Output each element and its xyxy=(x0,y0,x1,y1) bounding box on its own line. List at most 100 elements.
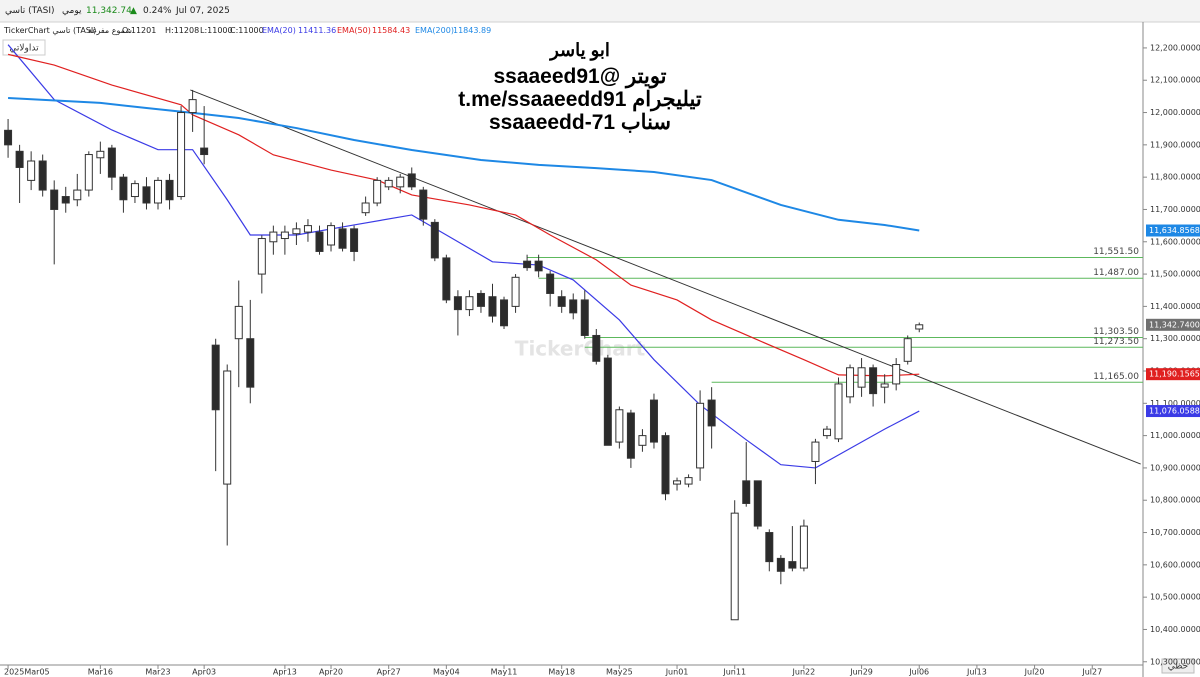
footer-box[interactable] xyxy=(1161,658,1195,674)
y-tick-label: 12,000.0000 xyxy=(1150,108,1200,117)
candle-body xyxy=(4,129,13,146)
candle-body xyxy=(15,150,24,168)
ema-line xyxy=(7,53,920,377)
x-tick-label: Jul13 xyxy=(966,668,987,677)
ema-price-label-box xyxy=(1146,224,1200,237)
candle-body xyxy=(776,557,785,572)
candle-body xyxy=(869,367,878,395)
candle-body xyxy=(730,512,739,621)
x-tick-label: May25 xyxy=(606,668,633,677)
footer[interactable]: خطي xyxy=(1168,662,1188,672)
candle-body xyxy=(61,196,70,204)
candle-body xyxy=(442,257,451,301)
y-tick-label: 11,100.0000 xyxy=(1150,399,1200,408)
y-tick-label: 11,600.0000 xyxy=(1150,237,1200,246)
y-tick-label: 11,900.0000 xyxy=(1150,140,1200,149)
x-tick-label: Jun29 xyxy=(849,668,873,677)
x-tick-label: Jul27 xyxy=(1081,668,1102,677)
candle-body xyxy=(38,160,47,191)
trendline xyxy=(190,89,1141,465)
candle-body xyxy=(511,276,520,307)
candle-body xyxy=(223,370,232,485)
annotation-line: تويتر @ssaaeed91 xyxy=(493,65,667,88)
y-tick-label: 11,500.0000 xyxy=(1150,270,1200,279)
candle-body xyxy=(234,305,243,340)
candle-body xyxy=(846,367,855,398)
candle-body xyxy=(303,225,312,233)
level-label: 11,303.50 xyxy=(1093,327,1139,337)
ema20-value: 11411.36 xyxy=(298,26,337,35)
period: يومي xyxy=(62,6,82,16)
candle-body xyxy=(177,112,186,198)
price: 11,342.74 xyxy=(86,6,132,16)
candle-body xyxy=(119,176,128,201)
candle-body xyxy=(338,228,347,249)
y-tick-label: 10,800.0000 xyxy=(1150,496,1200,505)
candle-body xyxy=(200,147,209,156)
watermark: TickerChart xyxy=(515,337,646,361)
candle-body xyxy=(523,260,532,269)
y-tick-label: 10,400.0000 xyxy=(1150,625,1200,634)
last-price-label: 11,342.7400 xyxy=(1149,320,1200,329)
tab[interactable]: تداولاتي xyxy=(9,44,39,54)
level-label: 11,273.50 xyxy=(1093,337,1139,347)
candle-body xyxy=(430,221,439,259)
candle-body xyxy=(292,228,301,235)
x-tick-label: Apr13 xyxy=(273,668,297,677)
candle-body xyxy=(130,183,139,198)
candle-body xyxy=(638,435,647,446)
y-tick-label: 11,000.0000 xyxy=(1150,431,1200,440)
candle-body xyxy=(707,399,716,427)
annotation-line: سناب ssaaeedd-71 xyxy=(488,111,672,134)
ema200-name: EMA(200) xyxy=(415,26,454,35)
y-tick-label: 10,500.0000 xyxy=(1150,593,1200,602)
close: C:11000 xyxy=(230,26,264,35)
candle-body xyxy=(246,338,255,388)
candle-body xyxy=(557,296,566,307)
candle-body xyxy=(892,364,901,385)
candle-body xyxy=(96,150,105,159)
candle-body xyxy=(649,399,658,443)
candle-body xyxy=(165,179,174,201)
candle-body xyxy=(822,428,831,437)
candle-body xyxy=(684,477,693,485)
candle-body xyxy=(615,409,624,443)
symbol: تاسي (TASI) xyxy=(5,6,55,16)
up-arrow: ▲ xyxy=(130,6,137,16)
candle-body xyxy=(476,292,485,307)
y-tick-label: 11,800.0000 xyxy=(1150,173,1200,182)
candle-body xyxy=(50,189,59,210)
candle-body xyxy=(407,173,416,188)
candle-body xyxy=(269,231,278,243)
x-tick-label: 2025Mar05 xyxy=(4,668,50,677)
ema-price-label-box xyxy=(1146,405,1200,418)
candle-body xyxy=(592,334,601,362)
level-label: 11,165.00 xyxy=(1093,372,1139,382)
low: L:11000 xyxy=(200,26,233,35)
last-price-label-box xyxy=(1146,318,1200,331)
candle-body xyxy=(811,441,820,462)
level-label: 11,487.00 xyxy=(1093,268,1139,278)
candle-body xyxy=(257,238,266,275)
ema50-value: 11584.43 xyxy=(372,26,411,35)
change: 0.24% xyxy=(143,6,172,16)
candle-body xyxy=(580,299,589,336)
candle-body xyxy=(753,480,762,527)
x-tick-label: Jun11 xyxy=(722,668,746,677)
candle-body xyxy=(915,324,924,330)
candle-body xyxy=(488,296,497,317)
ema-price-label: 11,634.8568 xyxy=(1149,226,1200,235)
x-tick-label: Mar23 xyxy=(145,668,170,677)
ema200-value: 11843.89 xyxy=(453,26,492,35)
candle-body xyxy=(546,273,555,294)
ema-price-label: 11,190.1565 xyxy=(1149,370,1200,379)
ema50-name: EMA(50) xyxy=(337,26,371,35)
high: H:11208 xyxy=(165,26,200,35)
candle-body xyxy=(569,299,578,314)
x-tick-label: May18 xyxy=(548,668,575,677)
candle-body xyxy=(788,561,797,569)
candle-body xyxy=(315,231,324,252)
candle-body xyxy=(350,228,359,252)
x-tick-label: Jul06 xyxy=(908,668,929,677)
